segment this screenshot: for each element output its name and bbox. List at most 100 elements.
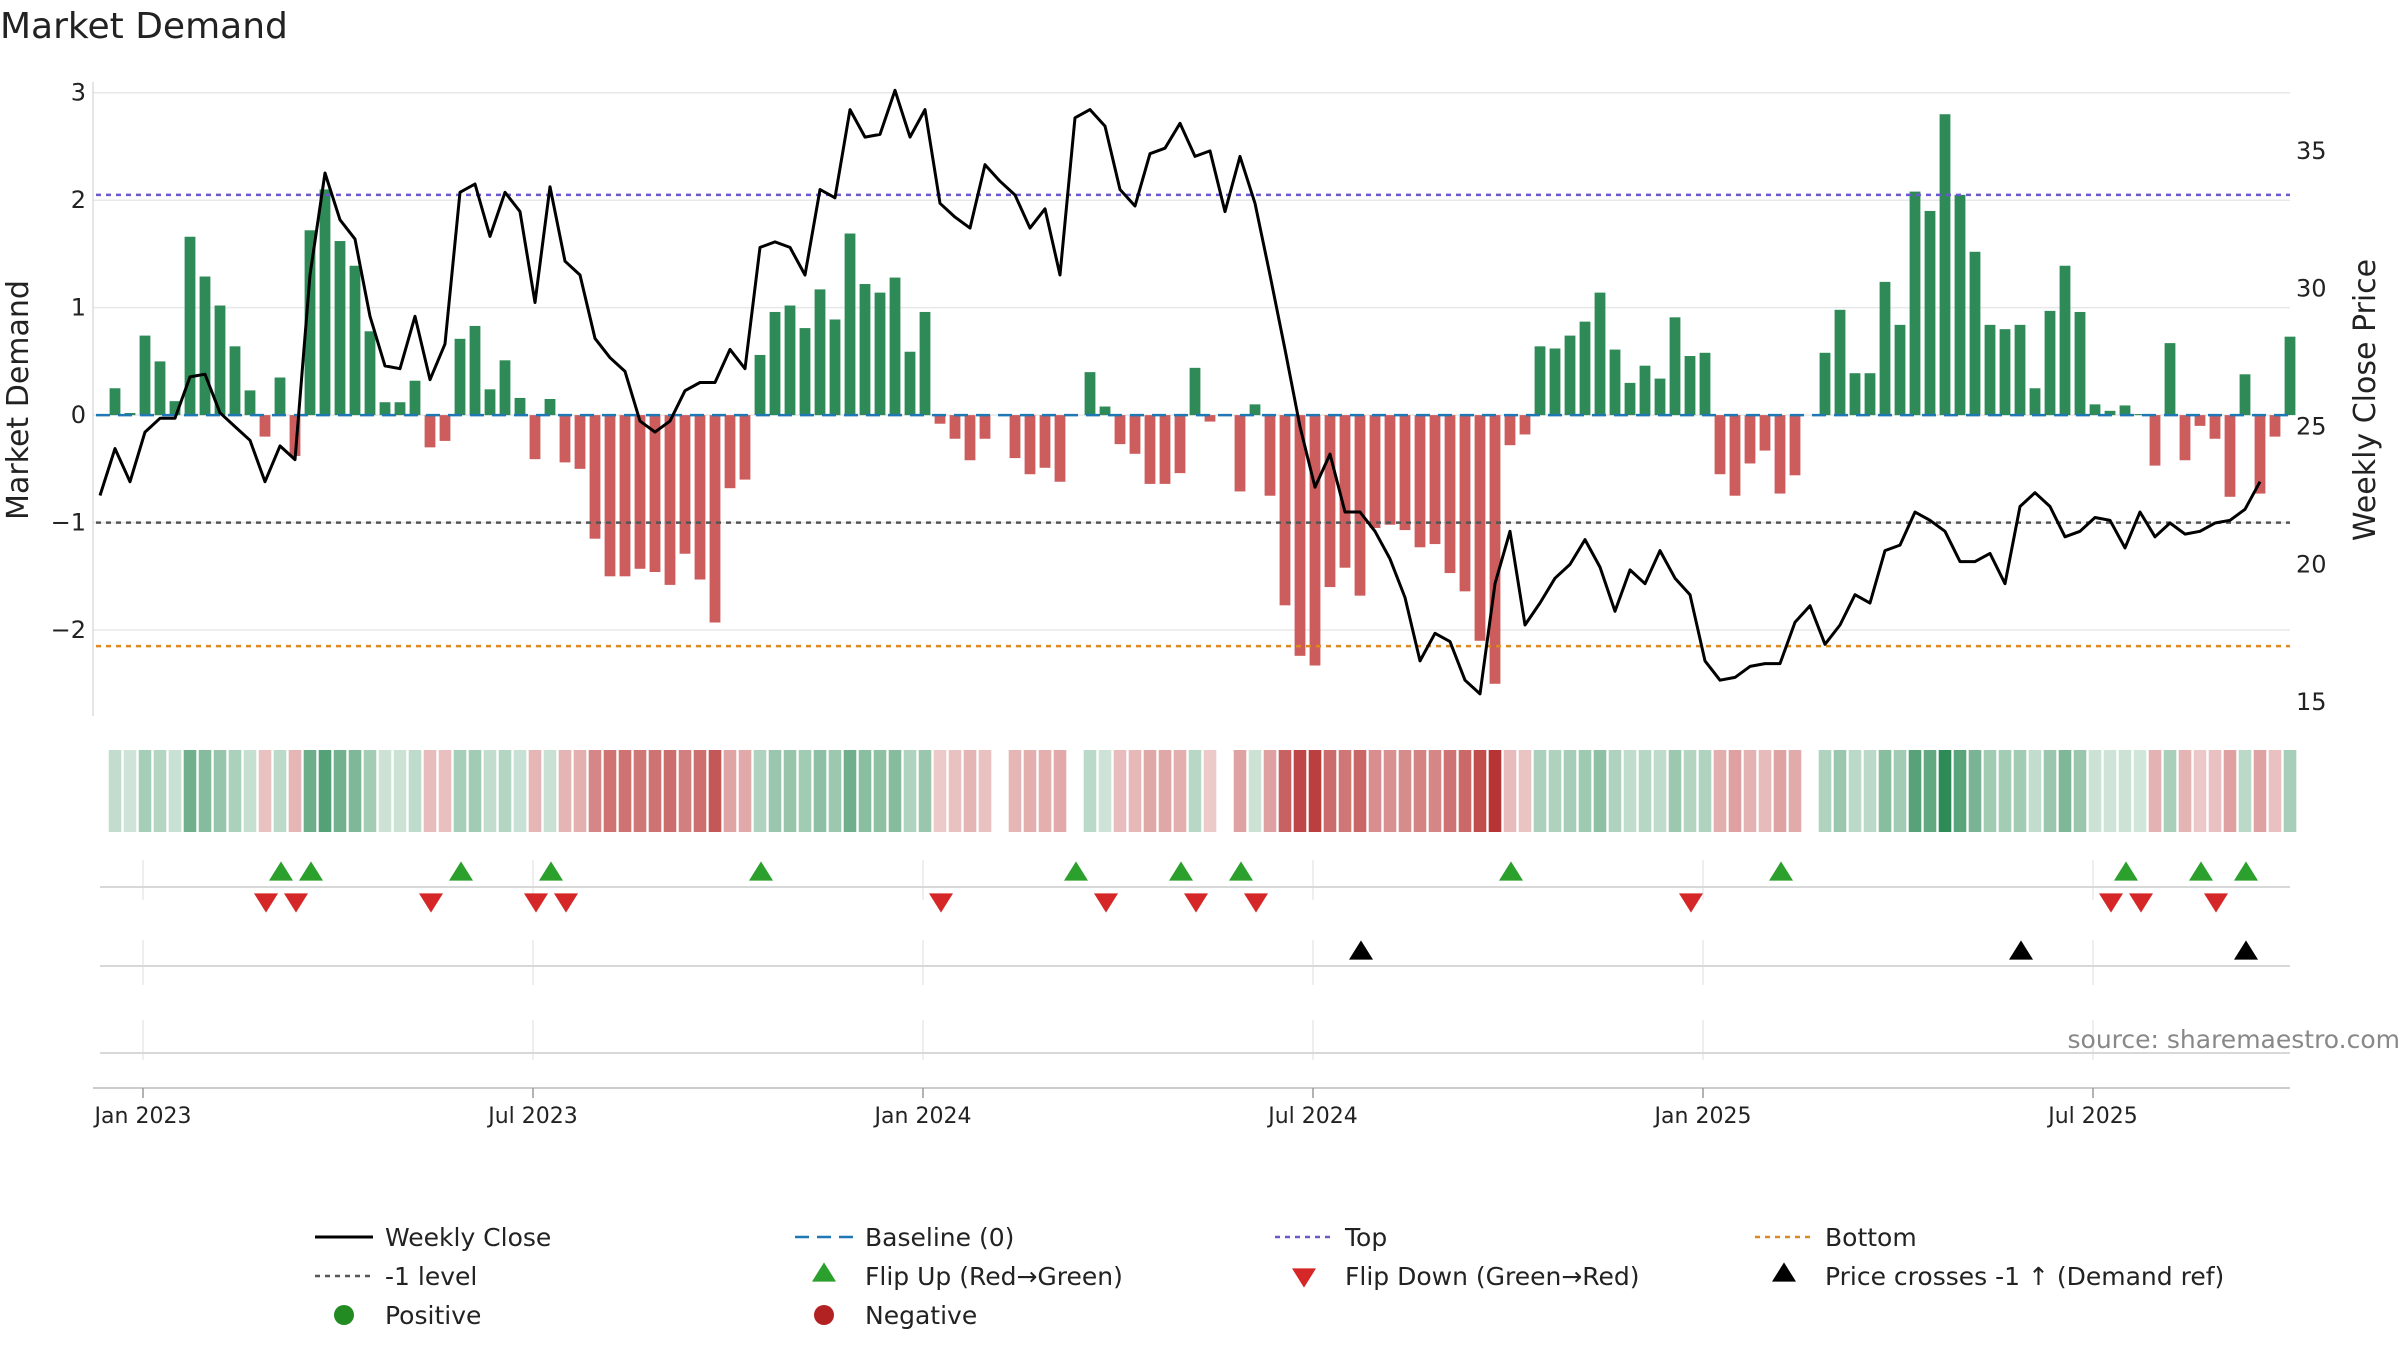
heat-strip-cell	[1219, 750, 1232, 832]
flip-down-marker	[2129, 893, 2153, 913]
flip-down-marker	[284, 893, 308, 913]
cross-markers	[1349, 940, 2258, 960]
demand-bar-positive	[1549, 348, 1561, 416]
demand-bar-negative	[1414, 415, 1426, 548]
legend-label: Weekly Close	[385, 1223, 551, 1252]
heat-strip-cell	[2028, 750, 2042, 832]
demand-bar-negative	[694, 415, 706, 580]
demand-bar-positive	[1909, 191, 1921, 416]
demand-bar-positive	[1624, 382, 1636, 416]
demand-bar-negative	[739, 415, 751, 480]
demand-bar-negative	[604, 415, 616, 577]
y2-axis-ticks: 35 30 25 20 15	[2296, 137, 2327, 716]
demand-bar-negative	[1054, 415, 1066, 482]
heat-strip-cell	[1113, 750, 1127, 832]
heat-strip-cell	[723, 750, 737, 832]
legend-item-positive: Positive	[334, 1301, 481, 1330]
demand-bar-positive	[409, 380, 421, 416]
flip-up-marker	[1169, 861, 1193, 881]
heat-strip-cell	[1983, 750, 1997, 832]
heat-strip-cell	[994, 750, 1007, 832]
heat-strip-cell	[1758, 750, 1772, 832]
demand-bar-negative	[1444, 415, 1456, 574]
grid-lines	[93, 91, 2290, 1089]
heat-strip-cell	[423, 750, 437, 832]
demand-bar-positive	[1579, 321, 1591, 416]
heat-strip-cell	[618, 750, 632, 832]
demand-bar-positive	[1594, 292, 1606, 416]
demand-bar-positive	[544, 399, 556, 416]
demand-bar-positive	[829, 319, 841, 416]
demand-bar-negative	[2209, 415, 2221, 439]
x-tick-label: Jul 2025	[2046, 1104, 2138, 1129]
demand-bar-positive	[1534, 346, 1546, 416]
legend-label: Bottom	[1825, 1223, 1917, 1252]
y-tick-label: 2	[71, 186, 86, 214]
heat-strip-cell	[1203, 750, 1217, 832]
heat-strip-cell	[573, 750, 587, 832]
heat-strip-cell	[333, 750, 347, 832]
demand-bar-positive	[1939, 114, 1951, 416]
heat-strip-cell	[348, 750, 362, 832]
legend-label: Negative	[865, 1301, 977, 1330]
demand-bar-positive	[889, 277, 901, 416]
heat-strip-cell	[1578, 750, 1592, 832]
heat-strip-cell	[768, 750, 782, 832]
heat-strip-cell	[2193, 750, 2207, 832]
demand-bar-negative	[1264, 415, 1276, 496]
heat-strip-cell	[1968, 750, 1982, 832]
heat-strip-cell	[2268, 750, 2282, 832]
flip-down-marker	[2204, 893, 2228, 913]
demand-bar-negative	[1174, 415, 1186, 474]
heat-strip-cell	[1503, 750, 1517, 832]
demand-bar-negative	[1789, 415, 1801, 476]
x-tick-label: Jul 2023	[486, 1104, 578, 1129]
flip-down-marker	[1094, 893, 1118, 913]
legend-swatch	[814, 1305, 834, 1325]
heat-strip-cell	[1473, 750, 1487, 832]
demand-bar-negative	[1354, 415, 1366, 596]
demand-bar-positive	[139, 335, 151, 416]
heat-strip-cell	[948, 750, 962, 832]
demand-bar-positive	[184, 236, 196, 416]
demand-bar-negative	[1114, 415, 1126, 445]
demand-bar-positive	[1864, 373, 1876, 416]
heat-strip-cell	[1098, 750, 1112, 832]
y2-tick-label: 15	[2296, 688, 2327, 716]
demand-bar-positive	[2014, 324, 2026, 416]
demand-bar-positive	[1849, 373, 1861, 416]
demand-bar-negative	[2254, 415, 2266, 494]
demand-bar-positive	[2119, 405, 2131, 416]
legend-label: Baseline (0)	[865, 1223, 1014, 1252]
legend-item-flip-down: Flip Down (Green→Red)	[1292, 1262, 1640, 1291]
heat-strip-cell	[1743, 750, 1757, 832]
heat-strip-cell	[1053, 750, 1067, 832]
demand-bar-positive	[2029, 388, 2041, 416]
heat-strip-cell	[213, 750, 227, 832]
demand-bar-positive	[874, 292, 886, 416]
demand-bar-positive	[2104, 410, 2116, 416]
y-tick-label: 3	[71, 79, 86, 107]
flip-up-marker	[1769, 861, 1793, 881]
demand-bar-positive	[1609, 349, 1621, 416]
flip-down-marker	[554, 893, 578, 913]
heat-strip-cell	[528, 750, 542, 832]
heat-strip-cell	[1923, 750, 1937, 832]
y2-tick-label: 20	[2296, 550, 2327, 578]
heat-strip-cell	[1293, 750, 1307, 832]
flip-up-marker	[299, 861, 323, 881]
heat-strip-cell	[1413, 750, 1427, 832]
heat-strip-cell	[513, 750, 527, 832]
demand-bar-negative	[289, 415, 301, 456]
heat-strip-cell	[1368, 750, 1382, 832]
flip-markers	[254, 861, 2258, 913]
demand-bar-positive	[2284, 336, 2296, 416]
demand-bar-positive	[304, 230, 316, 416]
demand-bar-negative	[1339, 415, 1351, 568]
flip-down-marker	[1184, 893, 1208, 913]
demand-bar-positive	[154, 361, 166, 416]
flip-down-marker	[1679, 893, 1703, 913]
legend-item-flip-up: Flip Up (Red→Green)	[812, 1262, 1123, 1291]
demand-bar-positive	[2074, 311, 2086, 416]
demand-bar-negative	[1294, 415, 1306, 656]
